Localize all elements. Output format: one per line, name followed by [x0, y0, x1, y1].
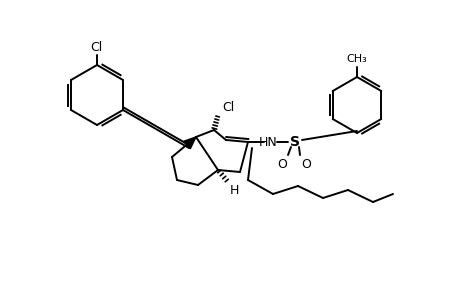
Text: Cl: Cl [90, 40, 102, 53]
Text: CH₃: CH₃ [346, 54, 367, 64]
Text: Cl: Cl [222, 100, 234, 113]
Text: HN: HN [258, 136, 277, 148]
Text: H: H [229, 184, 238, 196]
Text: S: S [289, 135, 299, 149]
Text: O: O [300, 158, 310, 170]
Polygon shape [183, 137, 196, 149]
Text: O: O [276, 158, 286, 170]
